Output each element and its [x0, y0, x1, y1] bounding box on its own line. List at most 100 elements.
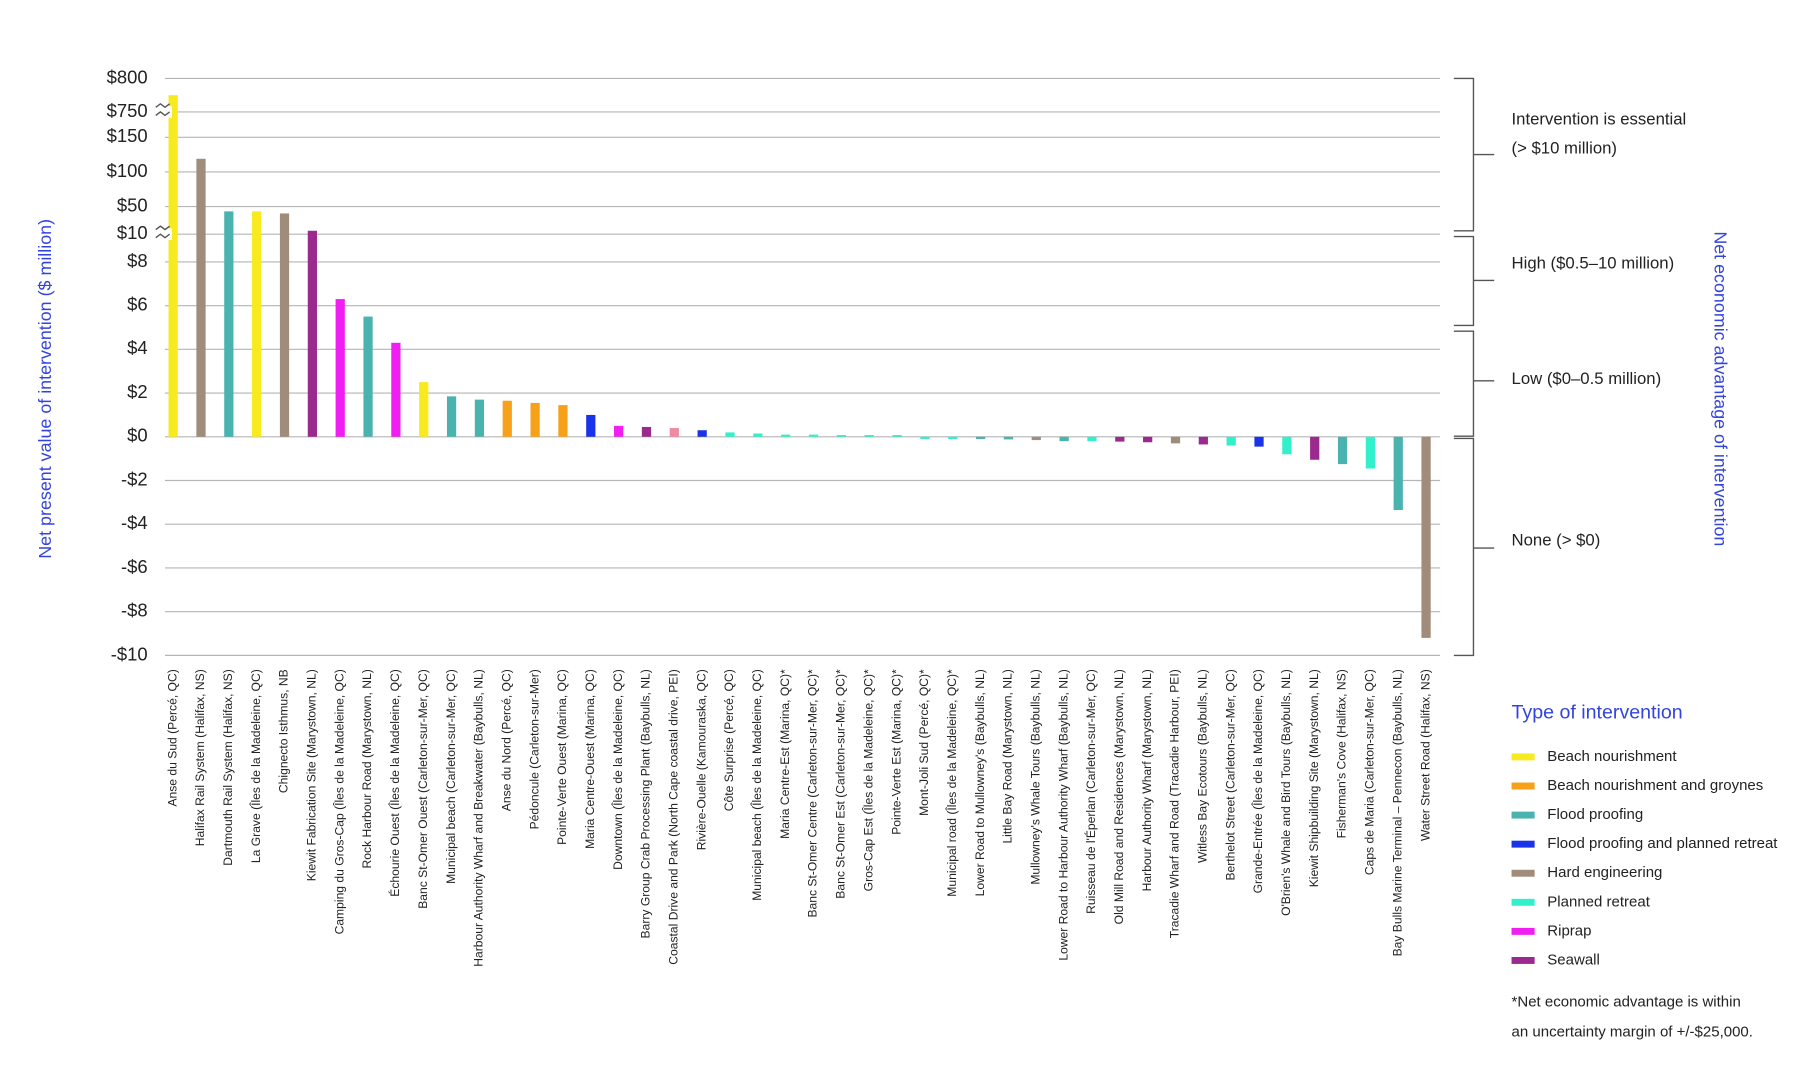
x-tick-label: Old Mill Road and Residences (Marystown,…	[1112, 669, 1126, 924]
x-tick-label: Witless Bay Ecotours (Baybulls, NL)	[1196, 669, 1210, 863]
bar	[1254, 436, 1264, 447]
bar	[1421, 436, 1431, 638]
y-tick-label: $4	[127, 337, 148, 358]
x-tick-label: Pointe-Verte Ouest (Marina, QC)	[555, 669, 569, 845]
x-tick-label: Lower Road to Mullowney's (Baybulls, NL)	[973, 669, 987, 896]
x-tick-label: Dartmouth Rail System (Halifax, NS)	[221, 669, 235, 866]
bracket	[1453, 77, 1495, 232]
legend-swatch	[1511, 957, 1535, 964]
x-tick-label: Water Street Road (Halifax, NS)	[1418, 669, 1432, 841]
x-tick-label: Caps de Maria (Carleton-sur-Mer, QC)	[1363, 669, 1377, 875]
break-gap	[153, 106, 172, 118]
footnote: *Net economic advantage is within	[1512, 994, 1741, 1011]
break-gap	[153, 228, 172, 240]
x-tick-label: Maria Centre-Est (Marina, QC)*	[778, 669, 792, 839]
y-tick-label: -$2	[121, 468, 148, 489]
bar	[864, 435, 874, 437]
legend-label: Planned retreat	[1547, 893, 1650, 910]
x-tick-label: Maria Centre-Ouest (Marina, QC)	[583, 669, 597, 849]
x-tick-label: Pédoncule (Carleton-sur-Mer)	[527, 669, 541, 829]
x-tick-label: Banc St-Omer Centre (Carleton-sur-Mer, Q…	[806, 669, 820, 918]
x-tick-label: Grande-Entrée (Îles de la Madeleine, QC)	[1250, 669, 1265, 893]
legend-swatch	[1511, 840, 1535, 848]
bar	[697, 430, 707, 437]
y-tick-label: $150	[107, 125, 148, 146]
x-tick-label: Halifax Rail System (Halifax, NS)	[193, 669, 207, 846]
x-tick-label: Coastal Drive and Park (North Cape coast…	[667, 669, 681, 964]
y-tick-label: $2	[127, 381, 148, 402]
x-tick-label: Anse du Nord (Percé, QC)	[499, 669, 513, 811]
level-label: (> $10 million)	[1512, 138, 1617, 157]
x-tick-label: Lower Road to Harbour Authority Wharf (B…	[1056, 669, 1070, 960]
y2-axis-title: Net economic advantage of intervention	[1711, 231, 1731, 546]
x-tick-label: Mullowney's Whale Tours (Baybulls, NL)	[1028, 669, 1042, 884]
legend-swatch	[1511, 753, 1535, 761]
bar	[1115, 436, 1125, 442]
legend-swatch	[1511, 927, 1535, 935]
bar	[836, 435, 846, 437]
bar	[1365, 436, 1376, 469]
y-tick-label: $100	[107, 160, 148, 181]
y-tick-label: $10	[117, 222, 148, 243]
level-label: None (> $0)	[1512, 531, 1601, 550]
bar	[1226, 436, 1236, 446]
bar	[224, 211, 234, 437]
level-label: High ($0.5–10 million)	[1512, 254, 1675, 273]
x-tick-label: Camping du Gros-Cap (Îles de la Madelein…	[331, 669, 346, 934]
legend-label: Riprap	[1547, 922, 1591, 939]
bar	[725, 432, 735, 437]
legend-swatch	[1511, 898, 1535, 906]
bar	[168, 95, 178, 437]
x-tick-label: Banc St-Omer Est (Carleton-sur-Mer, QC)*	[834, 669, 848, 899]
x-tick-label: Gros-Cap Est (Îles de la Madeleine, QC)*	[860, 669, 875, 891]
x-tick-label: Chignecto Isthmus, NB	[277, 669, 291, 793]
x-tick-label: Bay Bulls Marine Terminal – Pennecon (Ba…	[1390, 669, 1404, 956]
legend-swatch	[1511, 869, 1535, 877]
bar	[1393, 436, 1403, 511]
bar	[948, 436, 958, 439]
x-tick-label: Harbour Authority Wharf and Breakwater (…	[472, 669, 486, 966]
bar	[446, 396, 457, 437]
y-tick-label: $0	[127, 425, 148, 446]
y-tick-label: $8	[127, 250, 148, 271]
y-tick-label: $50	[117, 194, 148, 215]
x-tick-label: Côte Surprise (Percé, QC)	[722, 669, 736, 811]
bar	[975, 436, 986, 439]
bar	[1198, 436, 1208, 445]
x-tick-label: Kiewit Fabrication Site (Marystown, NL)	[305, 669, 319, 881]
x-tick-label: Kiewit Shipbuilding Site (Marystown, NL)	[1307, 669, 1321, 887]
x-tick-label: Municipal beach (Îles de la Madeleine, Q…	[749, 669, 764, 901]
x-tick-label: Berthelot Street (Carleton-sur-Mer, QC)	[1223, 669, 1237, 880]
y-tick-label: -$4	[121, 512, 148, 533]
bar	[892, 435, 902, 437]
bar	[920, 436, 930, 439]
legend-label: Seawall	[1547, 951, 1600, 968]
bracket	[1453, 330, 1495, 437]
bar	[335, 299, 345, 437]
x-tick-label: Ruisseau de l'Éperlan (Carleton-sur-Mer,…	[1083, 669, 1098, 914]
x-tick-label: Barry Group Crab Processing Plant (Baybu…	[639, 669, 653, 938]
x-tick-label: Rivière-Ouelle (Kamouraska, QC)	[694, 669, 708, 850]
bar	[363, 316, 373, 437]
x-tick-label: Municipal road (Îles de la Madeleine, QC…	[944, 669, 959, 897]
bar	[1170, 436, 1181, 444]
bar	[307, 230, 317, 437]
x-tick-label: Tracadie Wharf and Road (Tracadie Harbou…	[1168, 669, 1182, 938]
bar	[502, 400, 512, 437]
x-tick-label: Mont-Joli Sud (Percé, QC)*	[917, 669, 931, 816]
x-tick-label: Rock Harbour Road (Marystown, NL)	[360, 669, 374, 868]
bar	[474, 399, 485, 437]
x-tick-label: La Grave (Îles de la Madeleine, QC)	[248, 669, 263, 863]
x-tick-label: Downtown (Îles de la Madeleine, QC)	[610, 669, 625, 870]
y-tick-label: -$6	[121, 556, 148, 577]
legend-label: Flood proofing	[1547, 806, 1643, 823]
bar	[1059, 436, 1069, 442]
bar	[419, 382, 429, 437]
bar	[530, 402, 540, 437]
legend-label: Beach nourishment and groynes	[1547, 777, 1763, 794]
bar	[1087, 436, 1097, 442]
y-tick-label: -$8	[121, 600, 148, 621]
legend-swatch	[1511, 782, 1535, 790]
